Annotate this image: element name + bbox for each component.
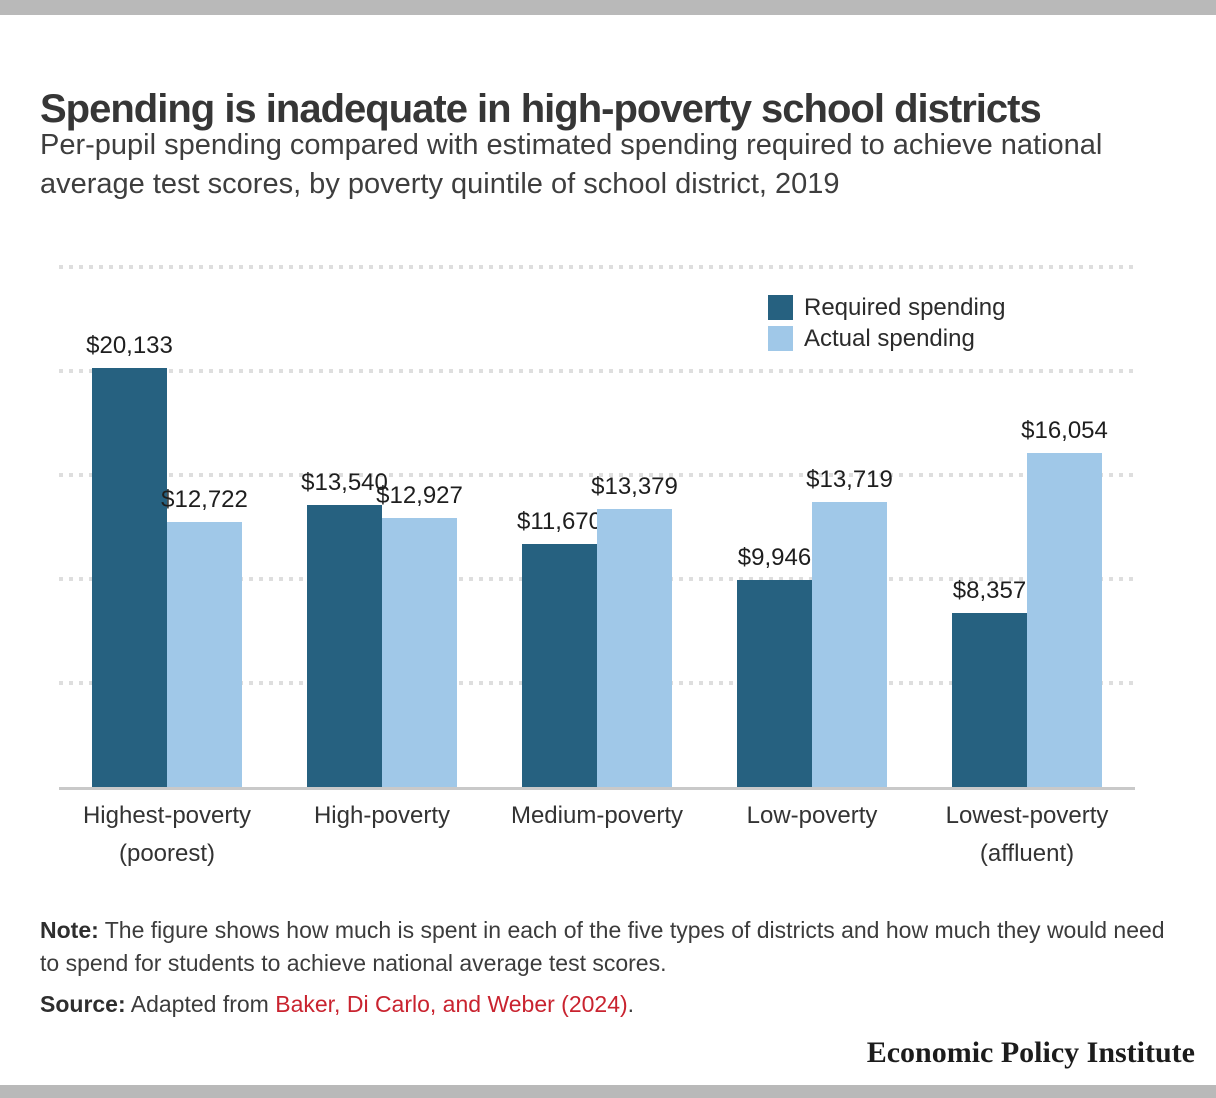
x-axis-label-line: High-poverty <box>313 802 451 829</box>
chart-note: Note: The figure shows how much is spent… <box>40 914 1180 980</box>
page-title: Spending is inadequate in high-poverty s… <box>40 86 1042 131</box>
bar-value-label-actual-4: $16,054 <box>1021 417 1108 444</box>
gridline-15000 <box>59 473 1135 477</box>
bar-value-label-required-3: $9,946 <box>737 544 812 571</box>
bar-actual-3 <box>812 502 887 787</box>
bar-actual-1 <box>382 518 457 787</box>
chart-source: Source: Adapted from Baker, Di Carlo, an… <box>40 988 1180 1021</box>
x-axis-label-line: Highest-poverty <box>82 802 252 829</box>
page-subtitle: Per-pupil spending compared with estimat… <box>40 129 1103 200</box>
x-axis-line <box>59 787 1135 790</box>
bar-value-label-actual-2: $13,379 <box>591 473 678 500</box>
bottom-border-strip <box>0 1085 1216 1098</box>
legend-item-actual: Actual spending <box>768 324 1005 352</box>
source-prefix: Adapted from <box>125 991 276 1017</box>
bar-value-label-actual-1: $12,927 <box>376 482 463 509</box>
bar-value-label-required-1: $13,540 <box>301 469 388 496</box>
bar-value-label-required-0: $20,133 <box>86 332 173 359</box>
x-axis-label-1: High-poverty <box>314 797 450 835</box>
x-axis-label-line: (affluent) <box>979 840 1075 867</box>
note-text: The figure shows how much is spent in ea… <box>40 917 1165 976</box>
bar-actual-4 <box>1027 453 1102 787</box>
x-axis-label-2: Medium-poverty <box>511 797 683 835</box>
source-label: Source: <box>40 991 126 1017</box>
x-axis-label-line: (poorest) <box>118 840 216 867</box>
bar-required-2 <box>522 544 597 787</box>
legend-label-required: Required spending <box>804 293 1006 321</box>
x-axis-label-line: Lowest-poverty <box>945 802 1109 829</box>
bar-value-label-actual-3: $13,719 <box>806 466 893 493</box>
bar-required-0 <box>92 368 167 787</box>
x-axis-label-line: Medium-poverty <box>510 802 684 829</box>
legend-label-actual: Actual spending <box>804 324 975 352</box>
bar-actual-0 <box>167 522 242 787</box>
source-suffix: . <box>627 991 635 1017</box>
x-axis-label-0: Highest-poverty (poorest) <box>83 797 251 873</box>
gridline-25000 <box>59 265 1135 269</box>
x-axis-labels: Highest-poverty (poorest) High-poverty Medi… <box>59 797 1135 882</box>
gridline-20000 <box>59 369 1135 373</box>
bar-value-label-required-2: $11,670 <box>517 508 602 535</box>
bar-required-4 <box>952 613 1027 787</box>
bar-required-3 <box>737 580 812 787</box>
note-label: Note: <box>40 917 99 943</box>
plot-area: $20,133 $13,540 $11,670 $9,946 $8,357 $12,722… <box>59 265 1135 790</box>
bar-required-1 <box>307 505 382 787</box>
bar-value-label-required-4: $8,357 <box>952 577 1027 604</box>
source-citation-link[interactable]: Baker, Di Carlo, and Weber (2024) <box>275 991 628 1017</box>
bar-actual-2 <box>597 509 672 787</box>
bar-value-label-actual-0: $12,722 <box>161 486 248 513</box>
x-axis-label-line: Low-poverty <box>746 802 878 829</box>
legend-item-required: Required spending <box>768 293 1006 321</box>
x-axis-label-3: Low-poverty <box>747 797 878 835</box>
legend-swatch-required <box>768 295 793 320</box>
x-axis-label-4: Lowest-poverty (affluent) <box>946 797 1109 873</box>
epi-brand-wordmark: Economic Policy Institute <box>866 1036 1195 1069</box>
chart-legend: Required spending Actual spending <box>768 293 1006 357</box>
top-border-strip <box>0 0 1216 15</box>
legend-swatch-actual <box>768 326 793 351</box>
